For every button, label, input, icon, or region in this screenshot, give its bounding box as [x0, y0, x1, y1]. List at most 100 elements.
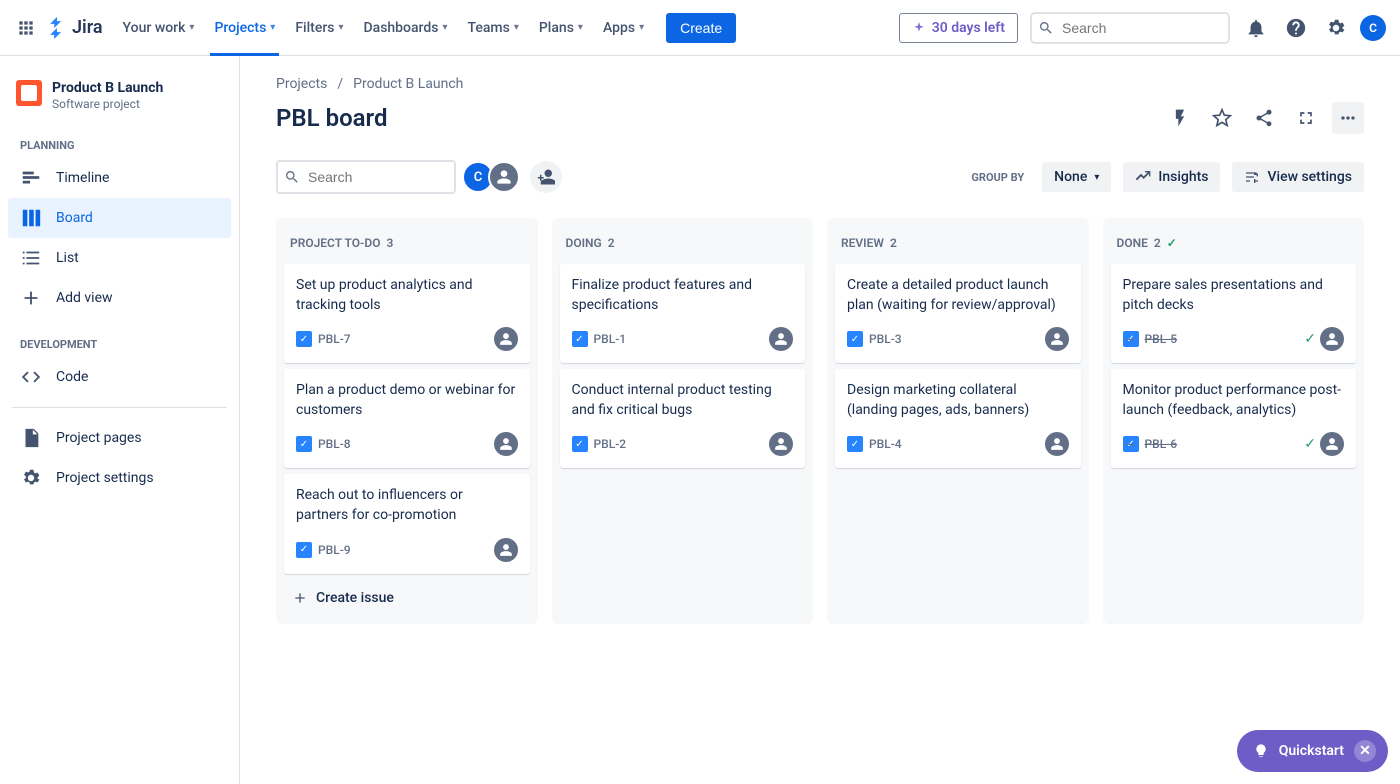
issue-key[interactable]: PBL-5	[1123, 331, 1178, 347]
sidebar-item-timeline[interactable]: Timeline	[8, 158, 231, 198]
quickstart-button[interactable]: Quickstart ✕	[1237, 730, 1388, 772]
task-type-icon	[296, 331, 312, 347]
column-count: 3	[386, 236, 393, 250]
sparkle-icon	[912, 21, 926, 35]
issue-card[interactable]: Reach out to influencers or partners for…	[284, 474, 530, 573]
nav-projects[interactable]: Projects▾	[206, 0, 283, 56]
issue-card[interactable]: Set up product analytics and tracking to…	[284, 264, 530, 363]
card-assignee[interactable]: ✓	[1304, 327, 1344, 351]
issue-key[interactable]: PBL-1	[572, 331, 627, 347]
sidebar-item-code[interactable]: Code	[8, 357, 231, 397]
nav-teams[interactable]: Teams▾	[460, 0, 527, 56]
nav-plans[interactable]: Plans▾	[531, 0, 591, 56]
board-search-input[interactable]	[276, 160, 456, 194]
share-icon[interactable]	[1248, 102, 1280, 134]
nav-your-work[interactable]: Your work▾	[115, 0, 203, 56]
card-assignee[interactable]	[494, 327, 518, 351]
done-check-icon: ✓	[1304, 331, 1316, 347]
automation-icon[interactable]	[1164, 102, 1196, 134]
unassigned-avatar	[494, 538, 518, 562]
unassigned-avatar	[1045, 327, 1069, 351]
sidebar-item-board[interactable]: Board	[8, 198, 231, 238]
more-icon[interactable]	[1332, 102, 1364, 134]
issue-key[interactable]: PBL-7	[296, 331, 351, 347]
insights-button[interactable]: Insights	[1123, 162, 1220, 192]
global-search[interactable]	[1030, 12, 1230, 44]
breadcrumb-root[interactable]: Projects	[276, 76, 327, 92]
app-switcher-icon[interactable]	[14, 16, 38, 40]
content-area: Projects / Product B Launch PBL board C	[240, 56, 1400, 784]
user-avatar[interactable]: C	[1360, 15, 1386, 41]
main-layout: Product B Launch Software project PLANNI…	[0, 56, 1400, 784]
nav-dashboards[interactable]: Dashboards▾	[356, 0, 456, 56]
card-assignee[interactable]	[1045, 327, 1069, 351]
issue-card[interactable]: Finalize product features and specificat…	[560, 264, 806, 363]
groupby-select[interactable]: None▾	[1042, 162, 1111, 192]
add-member-button[interactable]	[530, 161, 562, 193]
sidebar-item-project-pages[interactable]: Project pages	[8, 418, 231, 458]
trial-button[interactable]: 30 days left	[899, 13, 1018, 43]
column-header[interactable]: DOING 2	[560, 226, 806, 258]
board-search[interactable]	[276, 160, 456, 194]
issue-card[interactable]: Create a detailed product launch plan (w…	[835, 264, 1081, 363]
task-type-icon	[572, 331, 588, 347]
issue-card[interactable]: Design marketing collateral (landing pag…	[835, 369, 1081, 468]
create-button[interactable]: Create	[666, 13, 736, 43]
jira-logo[interactable]: Jira	[46, 17, 103, 39]
column-name: REVIEW	[841, 236, 884, 250]
task-type-icon	[296, 542, 312, 558]
issue-key[interactable]: PBL-4	[847, 436, 902, 452]
task-type-icon	[572, 436, 588, 452]
card-assignee[interactable]: ✓	[1304, 432, 1344, 456]
issue-card[interactable]: Monitor product performance post-launch …	[1111, 369, 1357, 468]
column-header[interactable]: DONE 2 ✓	[1111, 226, 1357, 258]
sidebar-item-project-settings[interactable]: Project settings	[8, 458, 231, 498]
issue-key[interactable]: PBL-6	[1123, 436, 1178, 452]
star-icon[interactable]	[1206, 102, 1238, 134]
card-footer: PBL-9	[296, 538, 518, 562]
settings-icon[interactable]	[1320, 12, 1352, 44]
card-assignee[interactable]	[494, 432, 518, 456]
sidebar-item-list[interactable]: List	[8, 238, 231, 278]
issue-card[interactable]: Conduct internal product testing and fix…	[560, 369, 806, 468]
avatar-unassigned[interactable]	[488, 161, 520, 193]
issue-key[interactable]: PBL-8	[296, 436, 351, 452]
column-header[interactable]: REVIEW 2	[835, 226, 1081, 258]
issue-key[interactable]: PBL-9	[296, 542, 351, 558]
plus-icon	[20, 287, 42, 309]
board-icon	[20, 207, 42, 229]
board-actions	[1164, 102, 1364, 134]
project-header[interactable]: Product B Launch Software project	[8, 80, 231, 119]
close-icon[interactable]: ✕	[1354, 740, 1376, 762]
card-assignee[interactable]	[494, 538, 518, 562]
notifications-icon[interactable]	[1240, 12, 1272, 44]
unassigned-avatar	[1320, 327, 1344, 351]
breadcrumb-project[interactable]: Product B Launch	[353, 76, 463, 92]
fullscreen-icon[interactable]	[1290, 102, 1322, 134]
card-assignee[interactable]	[769, 432, 793, 456]
breadcrumb-separator: /	[337, 76, 343, 92]
card-assignee[interactable]	[1045, 432, 1069, 456]
sidebar-divider	[12, 407, 227, 408]
nav-apps[interactable]: Apps▾	[595, 0, 652, 56]
sidebar-add-view[interactable]: Add view	[8, 278, 231, 318]
issue-card[interactable]: Plan a product demo or webinar for custo…	[284, 369, 530, 468]
help-icon[interactable]	[1280, 12, 1312, 44]
sliders-icon	[1244, 169, 1260, 185]
card-title: Design marketing collateral (landing pag…	[847, 381, 1069, 420]
global-search-input[interactable]	[1030, 12, 1230, 44]
task-type-icon	[847, 331, 863, 347]
issue-card[interactable]: Prepare sales presentations and pitch de…	[1111, 264, 1357, 363]
card-assignee[interactable]	[769, 327, 793, 351]
nav-filters[interactable]: Filters▾	[287, 0, 351, 56]
create-issue-button[interactable]: Create issue	[284, 580, 530, 616]
chevron-down-icon: ▾	[270, 22, 275, 33]
development-label: DEVELOPMENT	[8, 318, 231, 357]
issue-key[interactable]: PBL-2	[572, 436, 627, 452]
issue-key[interactable]: PBL-3	[847, 331, 902, 347]
kanban-board: PROJECT TO-DO 3 Set up product analytics …	[276, 218, 1364, 624]
unassigned-avatar	[1320, 432, 1344, 456]
view-settings-button[interactable]: View settings	[1232, 162, 1364, 192]
column-header[interactable]: PROJECT TO-DO 3	[284, 226, 530, 258]
card-title: Reach out to influencers or partners for…	[296, 486, 518, 525]
